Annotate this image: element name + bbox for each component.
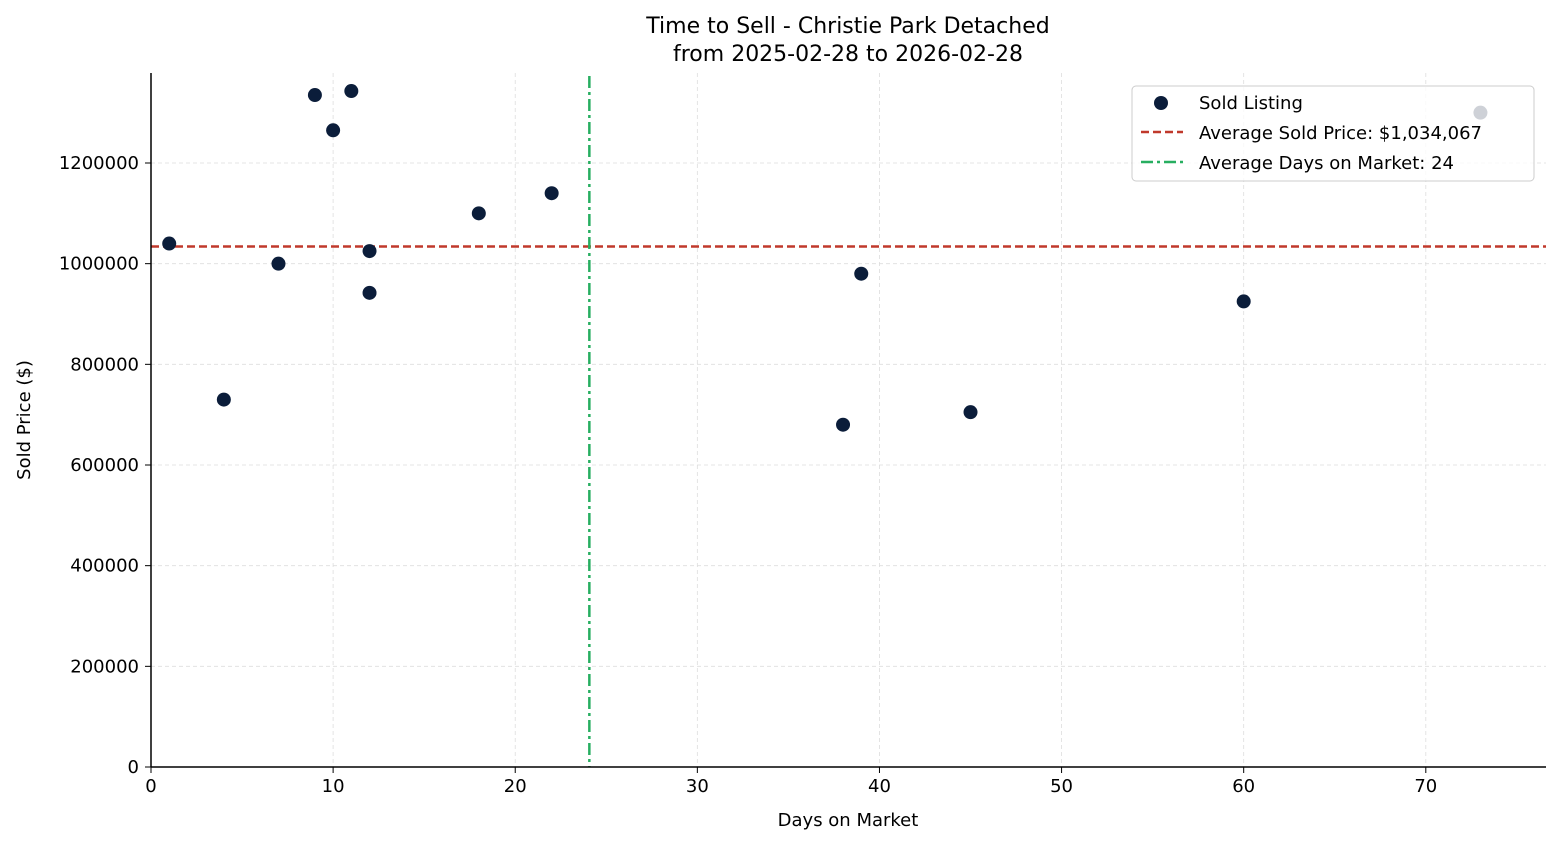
data-point: [216, 392, 231, 407]
data-point: [326, 123, 341, 138]
chart-title: Time to Sell - Christie Park Detached: [645, 14, 1049, 39]
data-points: [162, 84, 1488, 432]
data-point: [362, 244, 377, 259]
y-tick-label: 800000: [70, 354, 139, 375]
y-tick-label: 600000: [70, 455, 139, 476]
legend-label-avg-price: Average Sold Price: $1,034,067: [1199, 123, 1482, 144]
data-point: [963, 405, 978, 420]
chart-subtitle: from 2025-02-28 to 2026-02-28: [673, 42, 1023, 67]
x-tick-label: 10: [322, 776, 345, 797]
data-point: [1236, 294, 1251, 309]
y-tick-label: 200000: [70, 656, 139, 677]
legend-label-sold-listing: Sold Listing: [1199, 93, 1303, 114]
data-point: [162, 236, 177, 251]
y-tick-label: 1200000: [59, 153, 139, 174]
x-axis-label: Days on Market: [778, 810, 919, 831]
legend-label-avg-days: Average Days on Market: 24: [1199, 153, 1454, 174]
legend-marker-sold-listing: [1154, 96, 1168, 110]
x-tick-label: 60: [1232, 776, 1255, 797]
data-point: [836, 417, 851, 432]
reference-lines: [151, 76, 1546, 767]
y-tick-label: 1000000: [59, 254, 139, 275]
legend: Sold Listing Average Sold Price: $1,034,…: [1131, 85, 1535, 182]
y-axis-label: Sold Price ($): [14, 360, 35, 480]
x-tick-label: 30: [686, 776, 709, 797]
data-point: [307, 88, 322, 103]
data-point: [362, 285, 377, 300]
data-point: [271, 256, 286, 271]
x-tick-label: 0: [145, 776, 156, 797]
x-tick-label: 40: [868, 776, 891, 797]
legend-box: [1131, 85, 1535, 182]
y-tick-label: 400000: [70, 556, 139, 577]
data-point: [344, 84, 359, 99]
x-tick-label: 50: [1050, 776, 1073, 797]
y-tick-label: 0: [128, 757, 139, 778]
x-tick-label: 70: [1414, 776, 1437, 797]
data-point: [544, 186, 559, 201]
axes: 0 10 20 30 40 50 60 70 0 200000 400000 600000 800000…: [59, 73, 1546, 797]
data-point: [854, 266, 869, 281]
data-point: [471, 206, 486, 221]
x-tick-label: 20: [504, 776, 527, 797]
